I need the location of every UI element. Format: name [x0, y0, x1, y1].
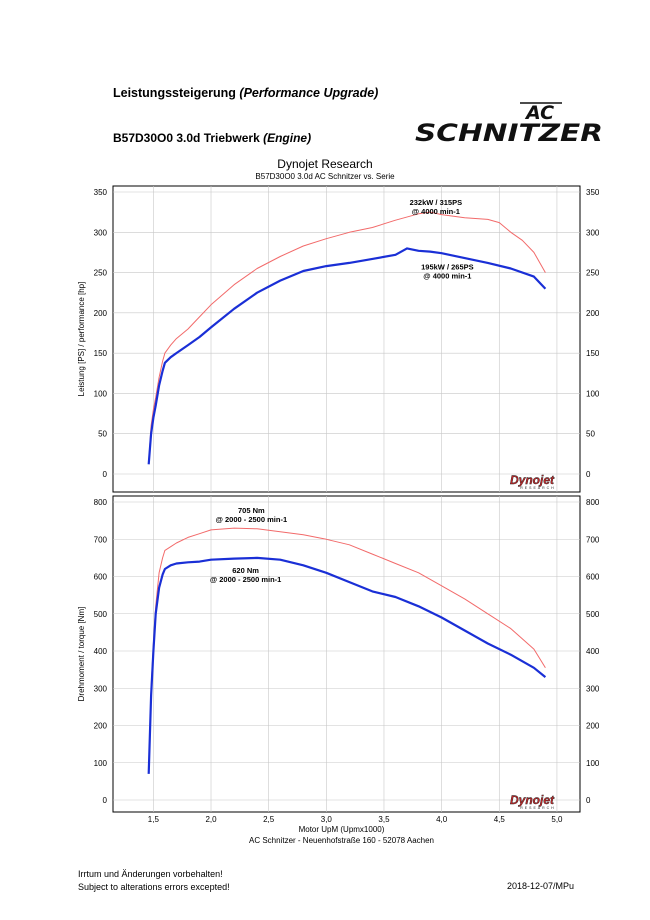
y-tick-label-left: 200 [94, 309, 108, 318]
y-tick-label-left: 700 [94, 535, 108, 544]
y-tick-label-left: 600 [94, 573, 108, 582]
disclaimer-en: Subject to alterations errors excepted! [78, 882, 230, 892]
ac-schnitzer-logo: AC SCHNITZER [415, 102, 603, 145]
engine-subtitle: B57D30O0 3.0d Triebwerk (Engine) [113, 131, 311, 145]
annotation-value: 195kW / 265PS [421, 262, 474, 271]
x-tick-label: 4,5 [494, 815, 506, 824]
logo-schnitzer: SCHNITZER [415, 119, 603, 145]
y-tick-label-right: 250 [586, 269, 600, 278]
y-tick-label-left: 0 [103, 796, 108, 805]
x-tick-label: 5,0 [551, 815, 563, 824]
y-axis-label: Drehmoment / torque [Nm] [77, 607, 86, 702]
y-tick-label-right: 50 [586, 430, 595, 439]
series-line-tuned [148, 527, 546, 771]
y-tick-label-right: 500 [586, 610, 600, 619]
series-line-tuned [148, 211, 546, 462]
y-tick-label-left: 800 [94, 498, 108, 507]
x-tick-label: 3,5 [378, 815, 390, 824]
y-tick-label-left: 300 [94, 684, 108, 693]
plot-frame [112, 495, 581, 813]
disclaimer-de: Irrtum und Änderungen vorbehalten! [78, 869, 223, 879]
y-tick-label-right: 100 [586, 389, 600, 398]
dyno-subtitle: B57D30O0 3.0d AC Schnitzer vs. Serie [255, 172, 395, 181]
y-tick-label-right: 0 [586, 796, 591, 805]
series-line-stock [147, 556, 547, 774]
y-tick-label-left: 100 [94, 759, 108, 768]
plot-frame [112, 185, 581, 493]
y-tick-label-right: 400 [586, 647, 600, 656]
y-tick-label-right: 200 [586, 309, 600, 318]
y-tick-label-left: 250 [94, 269, 108, 278]
logo-ac: AC [524, 102, 554, 124]
x-axis-label: Motor UpM (Upmx1000) [299, 825, 385, 834]
engine-code: B57D30O0 3.0d Triebwerk [113, 131, 260, 145]
y-tick-label-left: 300 [94, 228, 108, 237]
page-title: Leistungssteigerung (Performance Upgrade… [113, 86, 378, 100]
annotation-rpm: @ 2000 - 2500 min-1 [210, 575, 282, 584]
footer-date-code: 2018-12-07/MPu [507, 881, 575, 891]
annotation-value: 620 Nm [232, 566, 259, 575]
annotation-value: 232kW / 315PS [410, 198, 463, 207]
y-tick-label-right: 800 [586, 498, 600, 507]
dyno-title: Dynojet Research [277, 157, 373, 171]
dynojet-watermark: Dynojet [510, 793, 555, 807]
x-tick-label: 1,5 [148, 815, 160, 824]
y-tick-label-left: 150 [94, 349, 108, 358]
y-tick-label-left: 100 [94, 389, 108, 398]
y-tick-label-right: 300 [586, 684, 600, 693]
chart-power [112, 185, 581, 493]
x-tick-label: 2,0 [205, 815, 217, 824]
engine-english: (Engine) [263, 131, 312, 145]
annotation-rpm: @ 2000 - 2500 min-1 [216, 515, 288, 524]
annotation-rpm: @ 4000 min-1 [412, 207, 460, 216]
y-tick-label-right: 150 [586, 349, 600, 358]
y-tick-label-right: 700 [586, 535, 600, 544]
y-tick-label-right: 100 [586, 759, 600, 768]
y-tick-label-right: 300 [586, 228, 600, 237]
dynojet-watermark-sub: RESEARCH [520, 806, 555, 810]
title-main: Leistungssteigerung [113, 86, 236, 100]
dynojet-watermark: Dynojet [510, 473, 555, 487]
y-tick-label-left: 50 [98, 430, 107, 439]
y-tick-label-left: 0 [103, 470, 108, 479]
x-tick-label: 2,5 [263, 815, 275, 824]
y-axis-label: Leistung [PS] / performance [hp] [77, 282, 86, 397]
y-tick-label-left: 400 [94, 647, 108, 656]
x-axis-sublabel: AC Schnitzer - Neuenhofstraße 160 - 5207… [249, 836, 434, 845]
y-tick-label-right: 350 [586, 188, 600, 197]
y-tick-label-left: 500 [94, 610, 108, 619]
dynojet-watermark-sub: RESEARCH [520, 486, 555, 490]
y-tick-label-right: 200 [586, 722, 600, 731]
annotation-rpm: @ 4000 min-1 [423, 271, 471, 280]
annotation-value: 705 Nm [238, 506, 265, 515]
chart-torque [112, 495, 581, 813]
y-tick-label-right: 600 [586, 573, 600, 582]
y-tick-label-left: 350 [94, 188, 108, 197]
y-tick-label-left: 200 [94, 722, 108, 731]
x-tick-label: 4,0 [436, 815, 448, 824]
y-tick-label-right: 0 [586, 470, 591, 479]
footer-disclaimer: Irrtum und Änderungen vorbehalten! Subje… [78, 868, 230, 894]
series-line-stock [147, 247, 547, 465]
x-tick-label: 3,0 [321, 815, 333, 824]
title-english: (Performance Upgrade) [239, 86, 379, 100]
